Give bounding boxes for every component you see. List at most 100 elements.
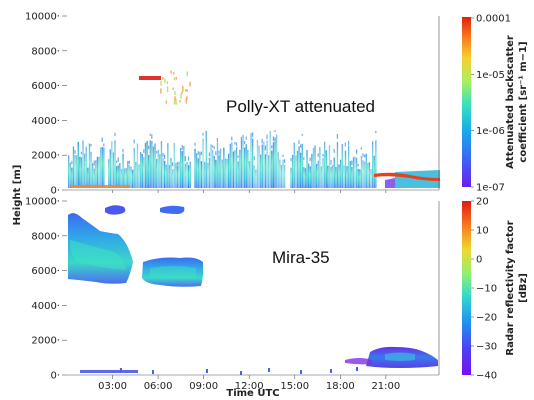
aerosol-speck: [303, 157, 305, 161]
aerosol-strand: [188, 165, 190, 188]
aerosol-strand: [348, 146, 350, 188]
aerosol-strand: [311, 153, 313, 188]
streak-pixel: [160, 80, 162, 86]
aerosol-strand: [330, 166, 332, 188]
aerosol-strand: [351, 167, 353, 188]
aerosol-strand: [127, 161, 129, 188]
lidar-annotation: Polly-XT attenuated: [226, 97, 375, 116]
aerosol-strand: [336, 142, 339, 188]
streak-pixel: [175, 98, 177, 105]
lidar-colorbar-ticks: 0.0001 1e-05 1e-06 1e-07: [471, 14, 511, 194]
aerosol-speck: [272, 136, 274, 141]
aerosol-strand: [144, 142, 147, 188]
aerosol-strand: [269, 130, 271, 188]
aerosol-strand: [74, 155, 76, 188]
aerosol-strand: [173, 142, 175, 188]
aerosol-strand: [314, 145, 316, 188]
aerosol-strand: [167, 143, 169, 188]
streak-pixel: [179, 100, 181, 103]
aerosol-speck: [236, 142, 238, 146]
y-tick-label: 0·: [50, 186, 60, 197]
aerosol-strand: [117, 165, 119, 188]
aerosol-strand: [156, 158, 158, 188]
aerosol-strand: [218, 155, 220, 188]
radar-annotation: Mira-35: [272, 248, 330, 267]
aerosol-strand: [221, 159, 223, 188]
aerosol-strand: [229, 143, 231, 188]
ice-cloud-2-core: [150, 266, 196, 279]
aerosol-speck: [90, 143, 92, 147]
aerosol-strand: [208, 157, 211, 188]
aerosol-strand: [87, 167, 89, 188]
aerosol-strand: [207, 162, 209, 188]
aerosol-strand: [368, 162, 371, 188]
aerosol-speck: [200, 151, 202, 156]
aerosol-strand: [170, 157, 172, 188]
aerosol-strand: [280, 164, 283, 188]
aerosol-speck: [284, 159, 286, 163]
aerosol-strand: [98, 156, 100, 188]
aerosol-strand: [359, 169, 361, 188]
aerosol-strand: [162, 158, 164, 188]
aerosol-speck: [237, 155, 239, 158]
aerosol-speck: [162, 152, 164, 158]
aerosol-speck: [172, 162, 174, 167]
aerosol-strand: [154, 143, 156, 188]
aerosol-speck: [244, 141, 246, 145]
aerosol-speck: [317, 153, 319, 157]
y-tick-label: 4000·: [31, 116, 60, 127]
aerosol-strand: [220, 148, 222, 188]
radar-colorbar: 20 10 0 −10 −20 −30 −40 Radar reflectivity fac…: [462, 197, 529, 382]
aerosol-strand: [175, 163, 177, 188]
aerosol-strand: [304, 168, 307, 188]
aerosol-strand: [85, 146, 87, 188]
aerosol-strand: [141, 153, 143, 188]
aerosol-strand: [92, 163, 94, 188]
aerosol-strand: [356, 157, 358, 188]
aerosol-strand: [210, 144, 212, 188]
aerosol-speck: [148, 145, 150, 150]
y-axis-label: Height [m]: [12, 165, 23, 226]
radar-reflectivity-field: [68, 205, 438, 375]
streak-pixel: [185, 98, 187, 104]
aerosol-strand: [253, 165, 255, 188]
aerosol-strand: [373, 155, 375, 188]
streak-pixel: [173, 99, 176, 105]
aerosol-strand: [365, 153, 367, 188]
aerosol-strand: [252, 138, 254, 188]
aerosol-strand: [202, 138, 204, 188]
aerosol-strand: [332, 164, 334, 188]
aerosol-strand: [245, 144, 247, 188]
aerosol-strand: [232, 151, 235, 188]
x-tick-label: 06:00: [144, 381, 173, 392]
y-tick-label: 10000·: [25, 197, 60, 208]
aerosol-speck: [188, 156, 190, 161]
aerosol-strand: [279, 159, 281, 188]
aerosol-strand: [338, 164, 340, 188]
streak-pixel: [174, 90, 176, 96]
aerosol-strand: [224, 158, 227, 188]
surface-layer: [70, 185, 130, 188]
x-tick-label: 15:00: [280, 381, 309, 392]
aerosol-strand: [216, 142, 219, 188]
aerosol-strand: [197, 158, 199, 188]
streak-pixel: [186, 96, 188, 100]
aerosol-strand: [292, 154, 294, 188]
aerosol-strand: [159, 154, 161, 188]
radar-y-ticks: 0· 2000· 4000· 6000· 8000· 10000·: [25, 197, 67, 382]
radar-colorbar-gradient: [462, 201, 471, 375]
aerosol-strand: [116, 166, 118, 188]
aerosol-strand: [303, 167, 305, 188]
aerosol-speck: [133, 139, 135, 144]
aerosol-strand: [282, 159, 284, 188]
aerosol-speck: [164, 154, 166, 159]
aerosol-strand: [268, 155, 270, 188]
lidar-y-ticks: 0· 2000· 4000· 6000· 8000· 10000·: [25, 12, 387, 197]
aerosol-strand: [325, 150, 327, 188]
aerosol-strand: [344, 150, 347, 188]
colorbar-tick-label: 0.0001: [476, 14, 511, 25]
aerosol-strand: [296, 150, 299, 188]
surface-echo: [80, 370, 138, 373]
aerosol-strand: [132, 169, 134, 188]
